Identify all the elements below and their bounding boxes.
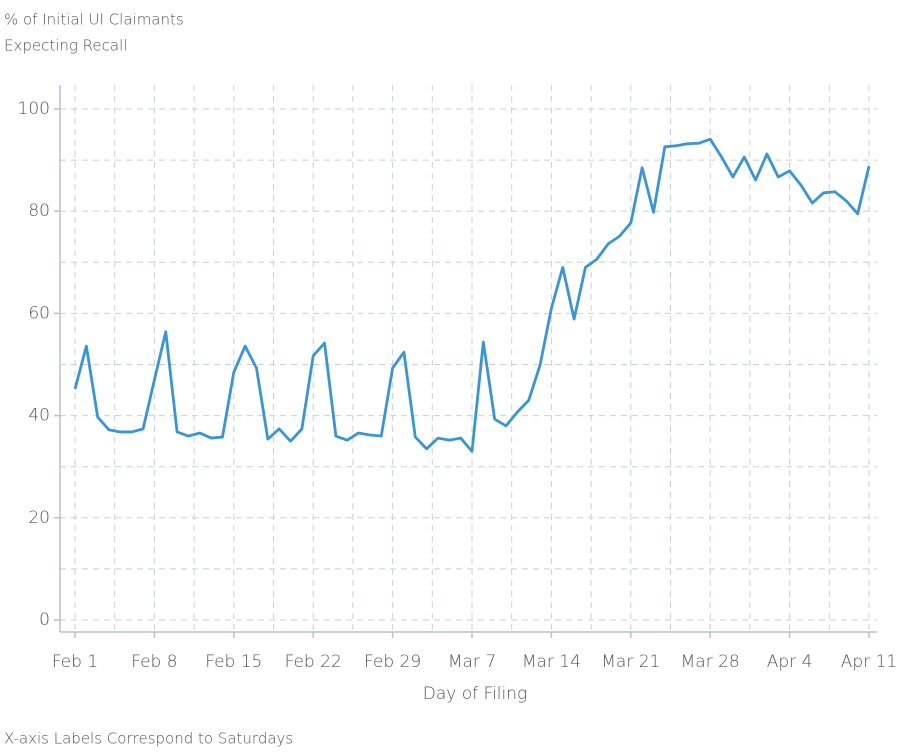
x-tick-label: Feb 15	[205, 652, 262, 672]
x-tick-label: Apr 4	[767, 652, 813, 672]
y-tick-label: 0	[39, 610, 50, 630]
y-axis-label-2: Expecting Recall	[4, 37, 127, 55]
x-tick-label: Feb 29	[364, 652, 421, 672]
y-tick-label: 100	[18, 99, 50, 119]
x-tick-label: Apr 11	[841, 652, 897, 672]
x-tick-label: Feb 22	[285, 652, 342, 672]
x-tick-label: Mar 21	[601, 652, 660, 672]
x-tick-label: Feb 8	[131, 652, 177, 672]
x-tick-label: Mar 14	[522, 652, 581, 672]
y-tick-label: 20	[28, 508, 50, 528]
y-tick-label: 60	[28, 303, 50, 323]
y-tick-label: 80	[28, 201, 50, 221]
note: X-axis Labels Correspond to Saturdays	[4, 730, 293, 748]
x-tick-label: Mar 28	[681, 652, 740, 672]
data-line	[73, 137, 871, 453]
x-tick-label: Feb 1	[52, 652, 98, 672]
y-tick-label: 40	[28, 406, 50, 426]
x-tick-label: Mar 7	[448, 652, 496, 672]
y-axis-label-1: % of Initial UI Claimants	[4, 11, 184, 29]
x-axis-label: Day of Filing	[423, 684, 527, 704]
